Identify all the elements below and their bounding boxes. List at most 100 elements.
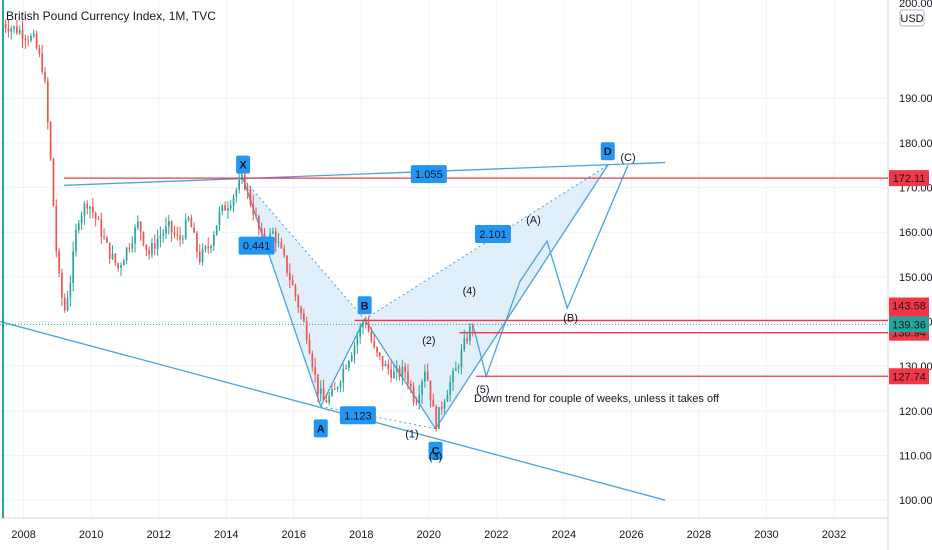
candle-body <box>63 297 66 311</box>
pattern-point-b-badge[interactable] <box>357 296 372 315</box>
current-price-tag-text: 139.36 <box>892 319 926 331</box>
candle-body <box>350 355 353 362</box>
candle-body <box>61 272 63 298</box>
candle-body <box>215 225 218 236</box>
candle-body <box>353 345 356 356</box>
x-tick-label: 2022 <box>484 529 508 541</box>
pattern-point-c-badge[interactable] <box>428 441 443 460</box>
candle-body <box>452 370 454 383</box>
ratio-badge[interactable] <box>410 165 447 184</box>
candle-body <box>210 245 212 249</box>
projection-path[interactable] <box>472 164 629 379</box>
candle-body <box>27 39 29 41</box>
wave-label: (B) <box>563 313 578 325</box>
candle-body <box>137 221 139 228</box>
pattern-point-x-badge[interactable] <box>236 155 251 174</box>
candle-body <box>294 285 297 297</box>
candle-body <box>359 326 361 337</box>
candle-body <box>258 215 260 229</box>
currency-badge[interactable] <box>899 9 925 27</box>
candle-body <box>142 232 145 245</box>
candle-body <box>274 231 277 243</box>
candle-body <box>38 48 41 54</box>
candle-body <box>241 174 243 180</box>
candle-body <box>308 339 311 354</box>
ratio-badge[interactable] <box>339 406 376 425</box>
y-tick-label: 180.00 <box>899 138 932 150</box>
candle-body <box>21 30 24 39</box>
upper-trend-line[interactable] <box>64 161 666 186</box>
y-tick-label: 110.00 <box>899 450 932 462</box>
wave-label: (C) <box>620 152 635 164</box>
y-tick-label: 120.00 <box>899 406 932 418</box>
candle-body <box>426 371 429 381</box>
candle-body <box>83 203 86 216</box>
candle-body <box>170 221 173 233</box>
candle-body <box>232 196 235 206</box>
candle-body <box>182 238 184 240</box>
pattern-point-a-badge[interactable] <box>313 419 328 438</box>
candle-body <box>218 211 221 226</box>
candle-body <box>454 368 457 371</box>
ratio-label: 0.441 <box>243 241 271 253</box>
pattern-diagonal <box>242 178 366 320</box>
candle-body <box>412 386 415 403</box>
wave-label: (A) <box>526 214 541 226</box>
ratio-badge[interactable] <box>238 236 275 255</box>
candle-body <box>212 235 215 246</box>
candle-body <box>252 204 255 215</box>
candle-body <box>224 205 226 211</box>
candle-body <box>162 233 165 236</box>
candle-body <box>148 250 150 255</box>
level-price-tag-box <box>889 297 929 314</box>
drawing-lines[interactable] <box>0 161 888 501</box>
candle-body <box>198 251 201 262</box>
candle-body <box>446 394 449 402</box>
y-tick-label: 190.00 <box>899 93 932 105</box>
candle-body <box>13 26 15 29</box>
candle-body <box>156 238 159 249</box>
candle-body <box>333 388 336 390</box>
candle-body <box>58 251 60 273</box>
candle-body <box>440 407 443 409</box>
lower-trend-line[interactable] <box>0 320 666 501</box>
candle-body <box>288 272 291 281</box>
candle-body <box>443 401 446 409</box>
pattern-point-a-label: A <box>317 423 325 435</box>
ratio-badge[interactable] <box>474 224 511 243</box>
x-tick-label: 2014 <box>214 529 238 541</box>
candle-body <box>24 38 27 40</box>
candle-body <box>272 231 274 234</box>
candle-body <box>407 371 409 384</box>
pattern-leg <box>435 164 609 430</box>
candle-body <box>114 253 117 264</box>
candle-body <box>10 28 13 32</box>
candle-body <box>238 179 241 190</box>
annotations[interactable]: X A B C D 0.441 1.123 2.101 1.055 (1) (2) (3) (4) (5)… <box>236 142 720 463</box>
candle-body <box>424 371 426 382</box>
candle-body <box>348 361 350 368</box>
candle-body <box>297 296 300 308</box>
candle-body <box>75 230 77 252</box>
candle-body <box>398 368 401 377</box>
candle-body <box>100 219 103 237</box>
candle-body <box>139 221 142 233</box>
candle-body <box>179 235 181 240</box>
candle-body <box>345 367 347 369</box>
pattern-point-d-badge[interactable] <box>600 142 615 161</box>
candle-body <box>187 217 190 220</box>
candle-body <box>277 242 280 244</box>
y-tick-label: 160.00 <box>899 227 932 239</box>
harmonic-pattern[interactable] <box>242 164 609 430</box>
candle-body <box>283 248 286 256</box>
candle-body <box>4 23 7 29</box>
ratio-label: 1.123 <box>344 410 372 422</box>
wave-label: (1) <box>405 429 418 441</box>
candle-body <box>18 30 21 34</box>
x-tick-label: 2018 <box>349 529 373 541</box>
candle-body <box>106 237 108 243</box>
pattern-xab-fill <box>243 178 365 407</box>
pattern-point-b-label: B <box>361 300 369 312</box>
ratio-label: 1.055 <box>415 169 443 181</box>
